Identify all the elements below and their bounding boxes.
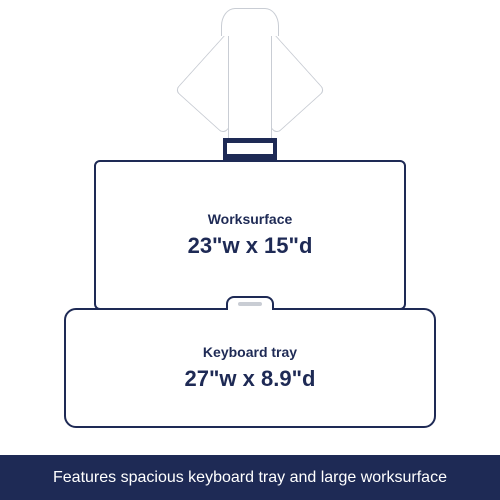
keyboard-tray-label-group: Keyboard tray 27"w x 8.9"d	[66, 344, 434, 392]
tray-notch	[226, 296, 274, 310]
keyboard-tray-title: Keyboard tray	[66, 344, 434, 360]
stand-head	[221, 8, 279, 36]
worksurface-dimensions: 23"w x 15"d	[96, 233, 404, 259]
dimension-diagram: Worksurface 23"w x 15"d Keyboard tray 27…	[0, 0, 500, 455]
keyboard-tray-dimensions: 27"w x 8.9"d	[66, 366, 434, 392]
monitor-stand	[150, 8, 350, 168]
worksurface-panel: Worksurface 23"w x 15"d	[94, 160, 406, 310]
worksurface-title: Worksurface	[96, 211, 404, 227]
keyboard-tray-panel: Keyboard tray 27"w x 8.9"d	[64, 308, 436, 428]
footer-text: Features spacious keyboard tray and larg…	[53, 469, 447, 487]
footer-bar: Features spacious keyboard tray and larg…	[0, 455, 500, 500]
worksurface-label-group: Worksurface 23"w x 15"d	[96, 211, 404, 259]
stand-post	[228, 34, 272, 142]
